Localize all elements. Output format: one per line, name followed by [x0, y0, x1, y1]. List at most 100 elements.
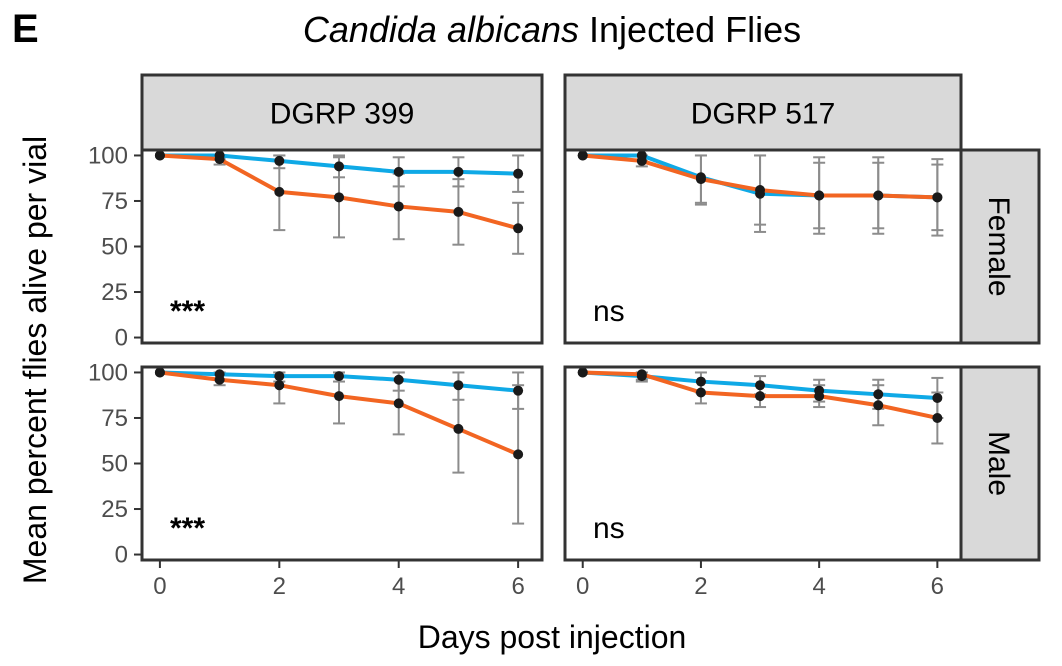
significance-annotation: ns: [593, 512, 625, 545]
facet-frame: [563, 365, 963, 562]
data-point: [453, 423, 464, 434]
data-point: [453, 380, 464, 391]
facet-frame: [140, 365, 544, 562]
errorbars-series-1: [213, 371, 525, 525]
data-point: [393, 374, 404, 385]
x-tick-label: 6: [931, 573, 944, 600]
data-point: [214, 374, 225, 385]
significance-annotation: ***: [170, 295, 205, 328]
data-point: [154, 367, 165, 378]
y-axis-title: Mean percent flies alive per vial: [17, 136, 53, 584]
y-tick-label: 100: [88, 142, 128, 169]
facet-dgrp-399-male: ***: [140, 365, 544, 562]
x-tick-label: 0: [153, 573, 166, 600]
data-point: [513, 449, 524, 460]
chart-title: Candida albicans Injected Flies: [303, 9, 801, 50]
data-point: [873, 190, 884, 201]
y-tick-label: 50: [101, 451, 128, 478]
points-series-1: [154, 150, 524, 234]
facet-dgrp-517-female: ns: [563, 148, 963, 345]
data-point: [932, 192, 943, 203]
data-point: [334, 391, 345, 402]
data-point: [214, 154, 225, 165]
data-point: [154, 150, 165, 161]
row-strip-box: [959, 148, 1041, 345]
significance-annotation: ns: [593, 295, 625, 328]
data-point: [393, 166, 404, 177]
y-tick-label: 75: [101, 188, 128, 215]
data-point: [393, 201, 404, 212]
y-axis-row-1: 0 25 50 75 100: [88, 359, 142, 569]
data-point: [873, 400, 884, 411]
row-strip-label: Female: [982, 196, 1015, 296]
data-point: [513, 223, 524, 234]
data-point: [274, 371, 285, 382]
data-point: [274, 186, 285, 197]
data-point: [334, 371, 345, 382]
points-series-1: [154, 367, 524, 460]
data-point: [932, 392, 943, 403]
data-point: [636, 155, 647, 166]
column-strip-1: DGRP 517: [563, 73, 963, 152]
data-point: [513, 168, 524, 179]
data-point: [695, 376, 706, 387]
points-series-1: [577, 367, 943, 423]
data-point: [814, 190, 825, 201]
points-series-1: [577, 150, 943, 203]
column-strip-0: DGRP 399: [140, 73, 544, 152]
data-point: [577, 150, 588, 161]
row-strip-1: Male: [959, 365, 1041, 562]
data-point: [334, 161, 345, 172]
y-tick-label: 75: [101, 405, 128, 432]
row-strip-box: [959, 365, 1041, 562]
data-point: [274, 155, 285, 166]
data-point: [695, 387, 706, 398]
data-point: [636, 369, 647, 380]
data-point: [755, 185, 766, 196]
data-point: [932, 412, 943, 423]
x-tick-label: 2: [694, 573, 707, 600]
y-tick-label: 25: [101, 279, 128, 306]
data-point: [755, 391, 766, 402]
data-point: [453, 206, 464, 217]
y-axis-row-0: 0 25 50 75 100: [88, 142, 142, 352]
x-tick-label: 4: [812, 573, 825, 600]
data-point: [695, 174, 706, 185]
data-point: [755, 380, 766, 391]
facet-grid: DGRP 399 DGRP 517 Female Male 0 25 50 75 100 0 25 5…: [88, 73, 1041, 600]
data-point: [453, 166, 464, 177]
data-point: [393, 398, 404, 409]
column-strip-box: [563, 73, 963, 152]
chart-title-rest: Injected Flies: [579, 9, 801, 50]
y-tick-label: 25: [101, 496, 128, 523]
data-point: [873, 389, 884, 400]
data-point: [334, 192, 345, 203]
y-tick-label: 50: [101, 234, 128, 261]
row-strip-label: Male: [982, 431, 1015, 496]
x-axis-col-0: 0 2 4 6: [153, 560, 525, 600]
panel-label: E: [12, 7, 39, 51]
y-tick-label: 0: [115, 542, 128, 569]
x-axis-col-1: 0 2 4 6: [576, 560, 944, 600]
x-axis-title: Days post injection: [418, 619, 687, 655]
x-tick-label: 6: [511, 573, 524, 600]
column-strip-label: DGRP 517: [691, 98, 836, 131]
x-tick-label: 4: [392, 573, 405, 600]
column-strip-label: DGRP 399: [270, 98, 415, 131]
data-point: [513, 385, 524, 396]
facet-dgrp-517-male: ns: [563, 365, 963, 562]
data-point: [814, 391, 825, 402]
facet-dgrp-399-female: ***: [140, 148, 544, 345]
facet-frame: [563, 148, 963, 345]
column-strip-box: [140, 73, 544, 152]
data-point: [274, 380, 285, 391]
data-point: [577, 367, 588, 378]
x-tick-label: 0: [576, 573, 589, 600]
y-tick-label: 100: [88, 359, 128, 386]
y-tick-label: 0: [115, 325, 128, 352]
row-strip-0: Female: [959, 148, 1041, 345]
chart-title-italic: Candida albicans: [303, 9, 579, 50]
x-tick-label: 2: [273, 573, 286, 600]
significance-annotation: ***: [170, 512, 205, 545]
